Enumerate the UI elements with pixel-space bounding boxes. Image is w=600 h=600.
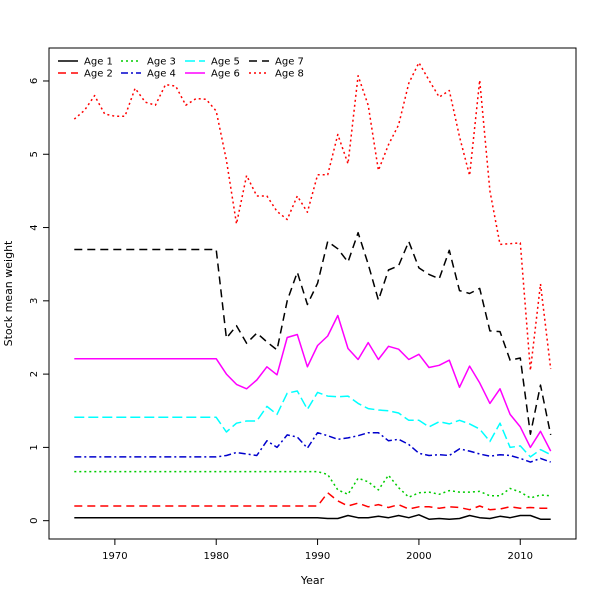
legend-label: Age 3	[147, 57, 176, 68]
x-axis-title: Year	[300, 574, 325, 587]
series-line-age-7	[74, 231, 552, 436]
series-line-age-4	[74, 431, 551, 463]
x-tick-label: 2000	[406, 551, 431, 562]
series-line-age-5	[74, 390, 552, 458]
y-tick-label: 4	[29, 224, 40, 230]
legend-label: Age 5	[211, 57, 240, 68]
series-layer	[73, 61, 552, 520]
y-tick-label: 1	[29, 444, 40, 450]
x-tick-label: 1970	[102, 551, 127, 562]
series-line-age-6	[74, 314, 552, 452]
x-tick-label: 1980	[203, 551, 228, 562]
x-tick-label: 2010	[508, 551, 533, 562]
legend-label: Age 1	[84, 57, 113, 68]
plot-frame	[48, 47, 577, 540]
legend-label: Age 7	[275, 57, 304, 68]
series-line-age-3	[74, 470, 551, 499]
y-tick-label: 3	[29, 298, 40, 304]
y-tick-label: 2	[29, 371, 40, 377]
y-axis-title: Stock mean weight	[2, 240, 15, 346]
legend-label: Age 2	[84, 69, 113, 80]
series-line-age-2	[74, 492, 551, 511]
series-line-age-1	[74, 514, 551, 520]
x-axis: 1970 1980 1990 2000 2010	[102, 539, 533, 562]
legend-label: Age 4	[147, 69, 176, 80]
y-axis: 0 1 2 3 4 5 6	[29, 78, 49, 524]
y-tick-label: 5	[29, 151, 40, 157]
legend-label: Age 6	[211, 69, 240, 80]
y-tick-label: 6	[29, 78, 40, 84]
legend-label: Age 8	[275, 69, 304, 80]
x-tick-label: 1990	[305, 551, 330, 562]
series-line-age-8	[73, 61, 552, 372]
y-tick-label: 0	[29, 517, 40, 523]
